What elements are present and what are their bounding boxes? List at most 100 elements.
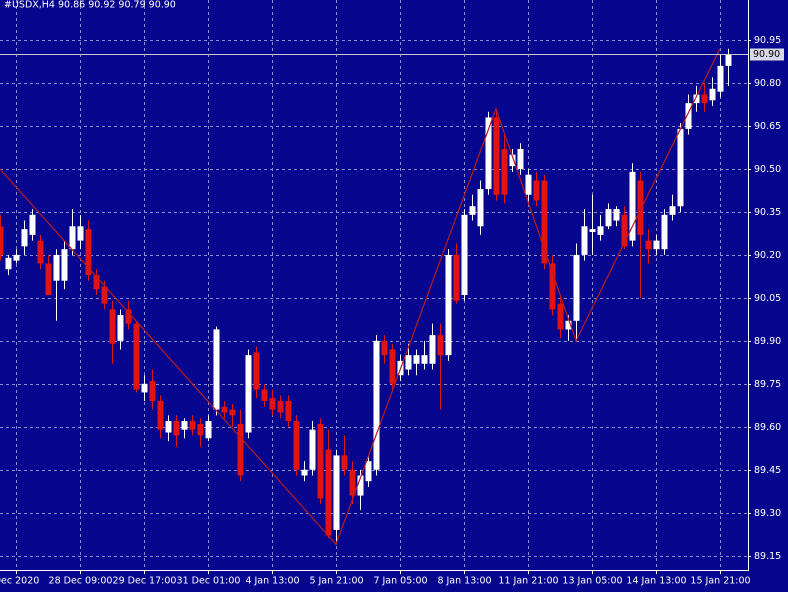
candle-body (597, 226, 604, 235)
candle-body (669, 206, 676, 215)
ohlc-text: 90.86 90.92 90.79 90.90 (58, 0, 176, 11)
candle-body (229, 409, 236, 416)
candle-body (429, 335, 436, 364)
candle-body (93, 274, 100, 290)
candle-body (493, 117, 500, 195)
candle-body (125, 309, 132, 324)
candle-body (277, 401, 284, 413)
chart-title: #USDX,H4 (4, 0, 55, 11)
candle-body (173, 421, 180, 436)
candle-body (461, 214, 468, 296)
candle-body (221, 406, 228, 413)
x-tick-label: 14 Jan 13:00 (626, 576, 686, 587)
candle-body (573, 254, 580, 321)
candle-body (629, 171, 636, 241)
x-tick-label: 11 Jan 21:00 (498, 576, 558, 587)
candle-body (389, 349, 396, 384)
candle-body (189, 421, 196, 430)
candle-body (717, 65, 724, 92)
candle-body (101, 286, 108, 304)
candle-body (325, 449, 332, 536)
y-tick-label: 89.15 (754, 551, 781, 562)
plot (0, 48, 732, 546)
candle-body (53, 254, 60, 281)
candle-body (69, 226, 76, 250)
candle-body (165, 421, 172, 433)
candle-body (453, 254, 460, 301)
candle-body (45, 263, 52, 296)
candle-body (693, 94, 700, 104)
candle-body (285, 401, 292, 422)
candle-body (261, 389, 268, 402)
candle-body (333, 455, 340, 530)
candle-body (477, 189, 484, 227)
candle-body (61, 249, 68, 281)
candle-body (109, 309, 116, 344)
candle-body (141, 383, 148, 393)
candle-body (501, 148, 508, 195)
candle-body (725, 54, 732, 66)
x-tick-label: 8 Jan 13:00 (437, 576, 491, 587)
zigzag-line (0, 48, 721, 546)
candle-body (341, 455, 348, 470)
candle-body (293, 421, 300, 470)
candle-body (549, 263, 556, 310)
y-tick-label: 90.50 (754, 164, 781, 175)
x-tick-label: Dec 2020 (0, 576, 39, 587)
candle-body (421, 355, 428, 364)
y-tick-label: 90.20 (754, 250, 781, 261)
candle-body (381, 340, 388, 356)
candle-body (565, 320, 572, 330)
x-tick-label: 31 Dec 01:00 (177, 576, 241, 587)
candle-body (485, 117, 492, 190)
candle-body (637, 180, 644, 235)
y-tick-label: 90.05 (754, 293, 781, 304)
y-tick-label: 90.65 (754, 121, 781, 132)
candle-body (13, 254, 20, 261)
candle-body (709, 88, 716, 101)
current-price-box (750, 48, 784, 61)
candle-body (37, 240, 44, 264)
y-tick-label: 89.45 (754, 465, 781, 476)
candle-body (349, 469, 356, 496)
candle-body (621, 214, 628, 247)
y-tick-label: 90.80 (754, 78, 781, 89)
candle-body (117, 315, 124, 341)
candle-body (213, 329, 220, 410)
candle-body (157, 401, 164, 430)
candle-body (301, 469, 308, 476)
candle-body (29, 214, 36, 235)
candle-body (373, 340, 380, 470)
x-tick-label: 5 Jan 21:00 (309, 576, 363, 587)
candle-body (5, 257, 12, 270)
candle-body (253, 352, 260, 390)
x-tick-label: 13 Jan 05:00 (562, 576, 622, 587)
candle-body (445, 254, 452, 356)
candle-body (317, 423, 324, 499)
candle-body (405, 355, 412, 370)
candle-body (645, 240, 652, 250)
candle-body (237, 423, 244, 476)
candle-body (589, 229, 596, 233)
y-tick-label: 89.30 (754, 508, 781, 519)
candle-body (653, 240, 660, 250)
candle-body (149, 380, 156, 402)
x-tick-label: 15 Jan 21:00 (690, 576, 750, 587)
candle-body (685, 103, 692, 129)
candle-body (357, 475, 364, 496)
candle-body (437, 335, 444, 356)
candle-body (365, 461, 372, 482)
candle-body (541, 180, 548, 264)
candle-body (701, 94, 708, 104)
candle-body (413, 355, 420, 364)
candle-body (309, 429, 316, 470)
current-price-label: 90.90 (753, 49, 780, 60)
candle-body (605, 209, 612, 227)
candle-body (469, 206, 476, 215)
candle-body (677, 128, 684, 207)
candle-body (525, 174, 532, 195)
x-tick-label: 7 Jan 05:00 (373, 576, 427, 587)
candle-body (77, 226, 84, 241)
y-tick-label: 89.75 (754, 379, 781, 390)
